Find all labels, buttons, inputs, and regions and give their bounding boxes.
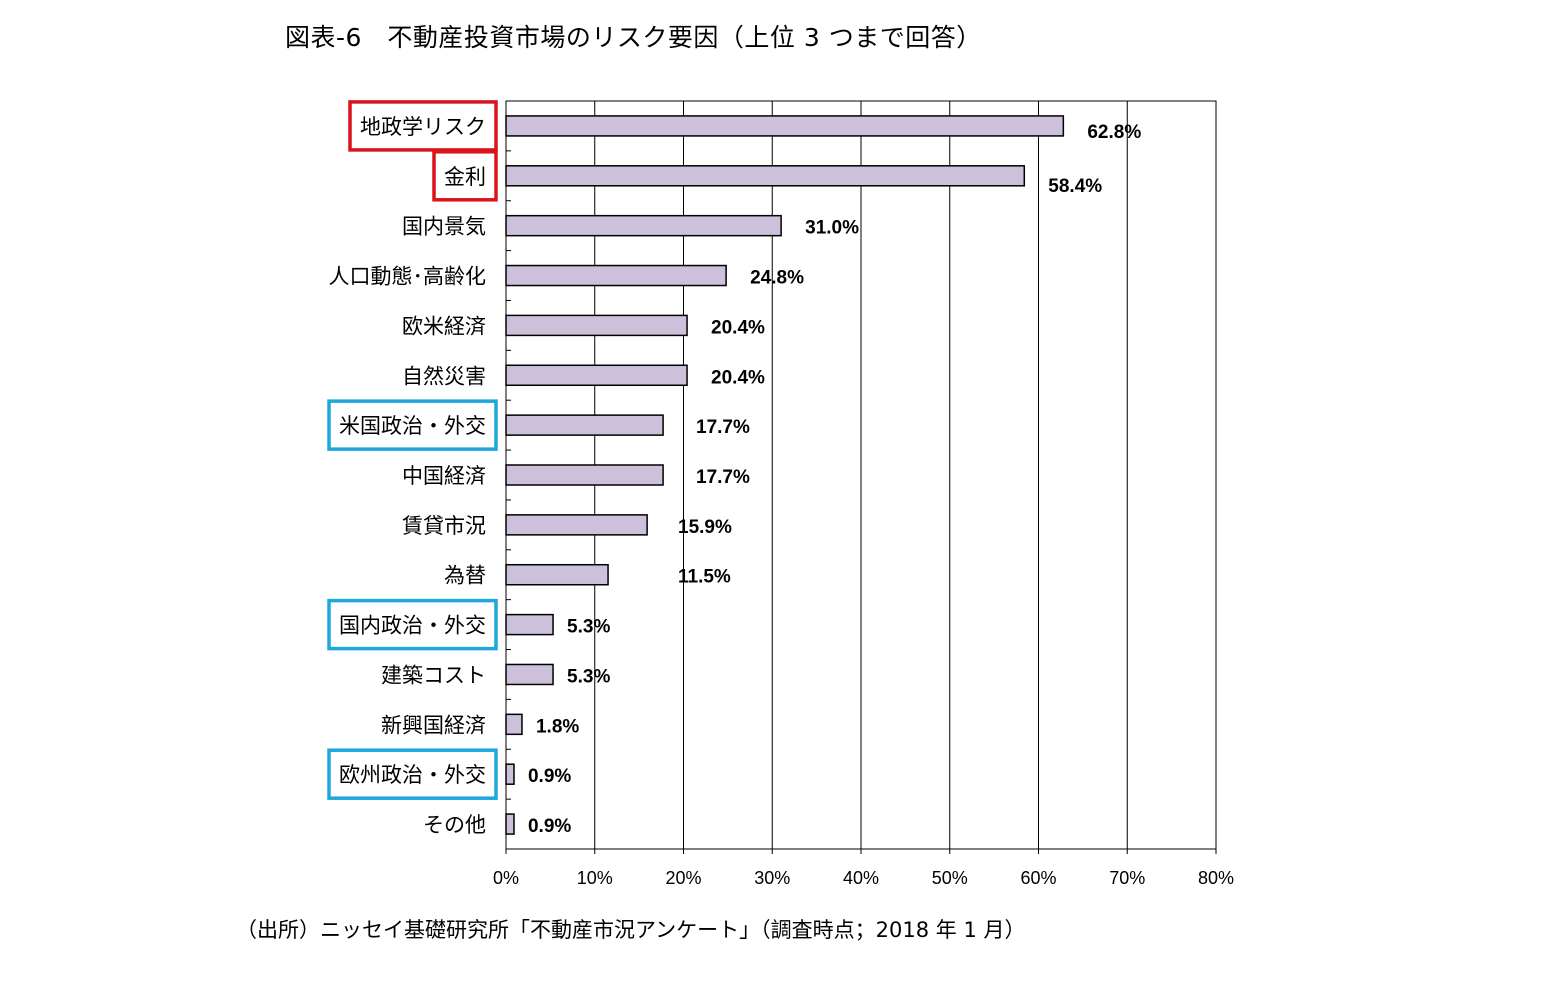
x-tick-label: 30% [754,868,790,888]
x-tick-label: 80% [1198,868,1234,888]
category-label: 人口動態･高齢化 [329,265,487,289]
category-label: 国内景気 [402,215,486,239]
value-label: 62.8% [1087,122,1141,143]
value-label: 0.9% [528,766,571,787]
x-tick-label: 0% [493,868,519,888]
category-label: 賃貸市況 [402,514,486,538]
category-label: 新興国経済 [381,713,486,737]
category-label: 建築コスト [381,663,486,687]
bar [505,364,688,387]
value-label: 1.8% [536,716,579,737]
x-tick-label: 10% [577,868,613,888]
highlight-box-red [432,150,498,202]
value-label: 24.8% [750,268,804,289]
highlight-box-blue [327,598,498,651]
value-label: 58.4% [1048,176,1102,197]
value-label: 5.3% [567,666,610,687]
x-tick-label: 20% [665,868,701,888]
x-tick-label: 40% [843,868,879,888]
value-label: 0.9% [528,816,571,837]
bar [505,613,554,636]
bar [505,663,554,686]
bar [505,314,688,337]
category-label: その他 [423,813,486,837]
category-label: 金利 [444,165,486,189]
category-label: 自然災害 [402,364,486,388]
highlight-box-red [348,100,498,152]
value-label: 31.0% [805,218,859,239]
category-label: 国内政治・外交 [339,614,486,638]
x-tick-label: 70% [1109,868,1145,888]
value-label: 11.5% [678,567,731,588]
category-label: 中国経済 [402,464,486,488]
highlight-box-blue [327,399,498,451]
value-label: 20.4% [711,367,765,388]
category-label: 米国政治・外交 [339,414,486,438]
value-label: 15.9% [678,517,732,538]
bar [505,763,515,785]
category-label: 地政学リスク [360,115,486,139]
bar [505,264,727,287]
bar [505,713,523,736]
chart-title: 図表-6 不動産投資市場のリスク要因（上位 3 つまで回答） [285,23,982,52]
x-tick-label: 60% [1020,868,1056,888]
value-label: 5.3% [567,617,610,638]
bar [505,813,515,835]
category-label: 為替 [444,564,486,588]
value-label: 20.4% [711,317,765,338]
source-note: （出所）ニッセイ基礎研究所「不動産市況アンケート」（調査時点；2018 年 1 … [236,918,1026,942]
bar [505,115,1065,137]
bar [505,563,609,586]
category-label: 欧米経済 [402,314,486,338]
bar [505,464,664,486]
bar [505,514,648,536]
highlight-box-blue [327,748,498,800]
bar [505,214,782,237]
value-label: 17.7% [696,417,750,438]
bar [505,414,664,436]
x-tick-label: 50% [932,868,968,888]
bar [505,165,1026,187]
value-label: 17.7% [696,467,750,488]
category-label: 欧州政治・外交 [339,763,486,787]
